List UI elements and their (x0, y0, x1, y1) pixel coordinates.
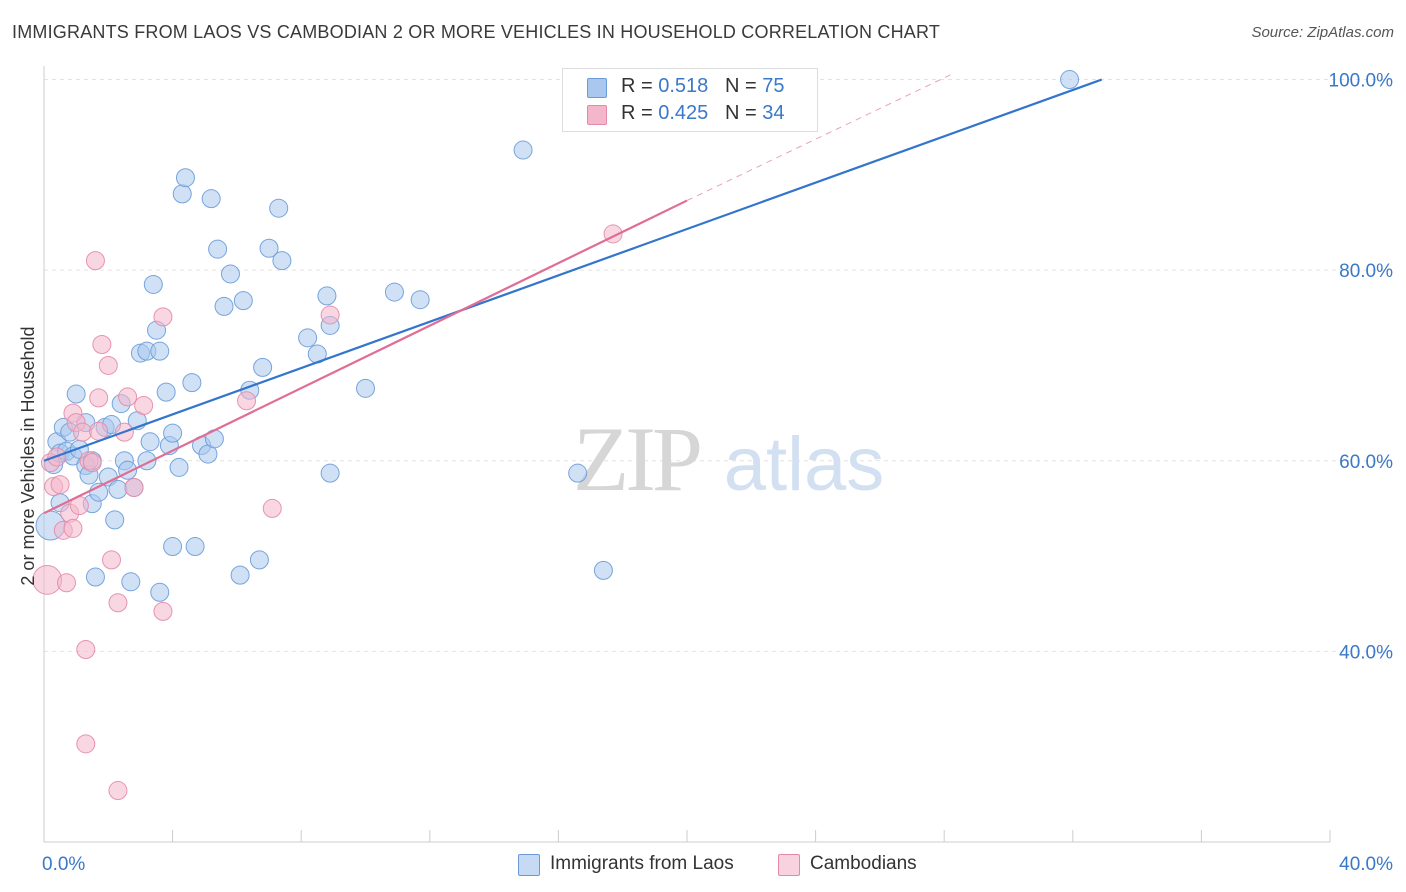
trend-line-laos (43, 78, 1103, 462)
point-laos (163, 537, 183, 557)
legend-label-cambodians: Cambodians (810, 853, 917, 874)
point-cambodian (124, 477, 144, 497)
point-laos (66, 384, 86, 404)
axes: 40.0% 60.0% 80.0% 100.0% 0.0% 40.0% (42, 66, 1393, 875)
point-laos (150, 341, 170, 361)
point-cambodian (76, 639, 96, 659)
point-laos (208, 239, 228, 259)
legend-n-label: N = (724, 75, 763, 97)
point-laos (150, 582, 170, 602)
point-cambodian (102, 550, 122, 570)
legend-r-value: 0.518 (658, 75, 709, 97)
point-laos (85, 567, 105, 587)
x-tick-label-min: 0.0% (42, 854, 85, 875)
legend-swatch-cambodians (587, 105, 607, 125)
legend-swatch-laos (587, 78, 607, 98)
point-laos (272, 251, 292, 271)
point-laos (121, 572, 141, 592)
point-cambodian (118, 387, 138, 407)
point-laos (105, 510, 125, 530)
x-tick-label-max: 40.0% (1339, 854, 1393, 875)
legend-r-label: R = (621, 75, 659, 97)
legend-label-laos: Immigrants from Laos (550, 853, 734, 874)
point-cambodian (76, 734, 96, 754)
point-laos (317, 286, 337, 306)
trend-line-cambodians (43, 199, 688, 515)
watermark-atlas: atlas (724, 422, 885, 507)
point-laos (269, 198, 289, 218)
point-laos (356, 378, 375, 398)
point-cambodian (98, 355, 118, 375)
legend-swatch-cambodians (778, 854, 800, 876)
point-laos (163, 423, 183, 443)
point-laos (220, 264, 240, 284)
point-cambodian (50, 475, 70, 495)
legend-r-value: 0.425 (658, 102, 709, 124)
point-cambodian (57, 573, 77, 593)
legend-n-value: 75 (762, 75, 785, 97)
series-legend: Immigrants from Laos Cambodians (0, 852, 1406, 878)
point-cambodian (108, 593, 128, 613)
point-laos (230, 565, 250, 585)
point-laos (320, 463, 340, 483)
point-laos (172, 184, 192, 204)
point-laos (169, 457, 189, 477)
point-laos (384, 282, 404, 302)
chart-title: IMMIGRANTS FROM LAOS VS CAMBODIAN 2 OR M… (12, 22, 941, 42)
y-tick-label: 60.0% (1339, 452, 1393, 473)
point-cambodian (153, 307, 173, 327)
y-tick-label: 40.0% (1339, 642, 1393, 663)
point-laos (249, 550, 269, 570)
point-cambodian (82, 453, 102, 473)
point-laos (143, 274, 163, 294)
point-laos (410, 290, 430, 310)
point-laos (568, 463, 588, 483)
watermark-zip: ZIP (573, 408, 700, 510)
point-laos (185, 537, 205, 557)
point-cambodian (85, 251, 105, 271)
source-label: Source: ZipAtlas.com (1251, 24, 1394, 41)
legend-r-label: R = (621, 102, 659, 124)
point-laos (214, 296, 234, 316)
y-axis-label: 2 or more Vehicles in Household (18, 326, 38, 585)
point-laos (259, 238, 279, 258)
point-cambodian (73, 422, 93, 442)
point-laos (1060, 70, 1080, 90)
stats-legend: R = 0.518 N = 75 R = 0.425 N = 34 (562, 68, 818, 132)
point-cambodian (153, 601, 173, 621)
watermark: ZIP atlas (573, 408, 884, 510)
point-laos (201, 189, 221, 209)
data-points (32, 70, 1080, 801)
trend-extension-cambodians (686, 74, 951, 202)
point-laos (108, 479, 128, 499)
legend-swatch-laos (518, 854, 540, 876)
point-cambodian (237, 391, 257, 411)
point-laos (156, 382, 176, 402)
point-cambodian (92, 334, 112, 354)
y-tick-label: 100.0% (1329, 71, 1394, 92)
point-laos (253, 357, 273, 377)
point-cambodian (89, 388, 109, 408)
point-laos (140, 432, 160, 452)
legend-n-label: N = (724, 102, 763, 124)
point-laos (513, 140, 533, 160)
grid-lines (44, 79, 1394, 652)
point-cambodian (108, 781, 128, 801)
trend-lines (43, 74, 1103, 515)
point-laos (175, 168, 195, 188)
point-cambodian (262, 498, 282, 518)
y-tick-label: 80.0% (1339, 261, 1393, 282)
point-laos (233, 291, 253, 311)
point-cambodian (89, 421, 109, 441)
point-cambodian (134, 395, 154, 415)
point-laos (298, 328, 318, 348)
point-cambodian (63, 518, 83, 538)
point-cambodian (320, 305, 340, 325)
legend-n-value: 34 (762, 102, 785, 124)
point-laos (593, 560, 613, 580)
point-laos (182, 373, 202, 393)
